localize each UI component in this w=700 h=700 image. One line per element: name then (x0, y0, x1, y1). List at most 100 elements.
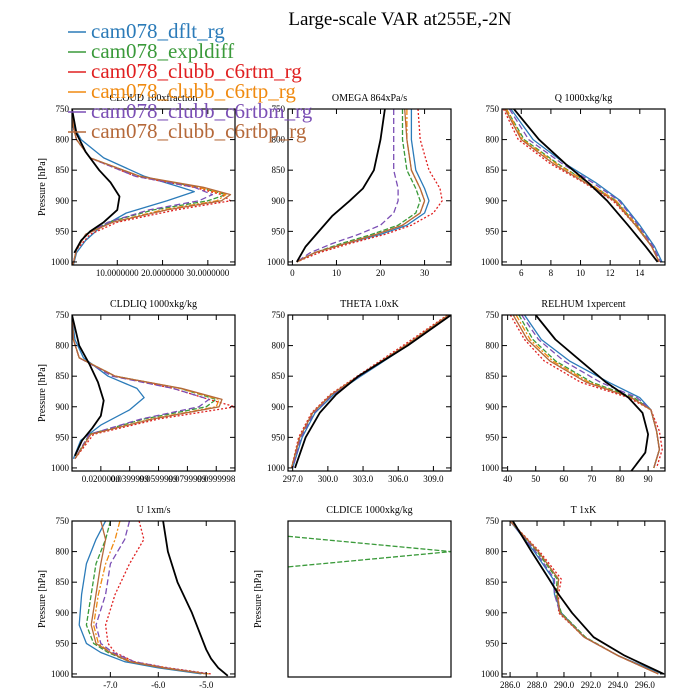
series-line-cam078-dflt-rg (72, 315, 145, 460)
legend-item-cam078-dflt-rg: cam078_dflt_rg (68, 19, 225, 43)
series-line-cam078-clubb-c6rtm-rg (72, 315, 235, 460)
y-tick-label: 950 (272, 432, 286, 442)
series-group (288, 535, 451, 568)
series-line-cam078-clubb-c6rtbp-rg (72, 315, 223, 460)
plot-frame (287, 314, 452, 472)
panel-title: RELHUM 1xpercent (541, 299, 625, 310)
y-axis-label: Pressure [hPa] (253, 570, 264, 628)
y-tick-label: 850 (272, 165, 286, 175)
x-tick-label: 0.0999998 (197, 474, 236, 484)
x-tick-label: 10 (576, 268, 586, 278)
y-tick-label: 850 (486, 371, 500, 381)
series-group (72, 315, 235, 460)
x-tick-label: 288.0 (527, 680, 548, 690)
series-line-cam078-expldiff (518, 315, 661, 469)
panel-cldliq-1000xkg-kg: CLDLIQ 1000xkg/kg 750 800 850 900 950 1000 0.02… (37, 299, 236, 484)
series-line-reference (534, 315, 649, 471)
y-tick-label: 950 (272, 226, 286, 236)
y-tick-label: 950 (56, 432, 70, 442)
series-line-cam078-clubb-c6rtm-rg (509, 521, 659, 675)
y-tick-label: 850 (272, 371, 286, 381)
y-tick-label: 1000 (267, 463, 286, 473)
series-group (509, 315, 663, 471)
y-tick-label: 1000 (51, 257, 70, 267)
series-line-cam078-dflt-rg (510, 109, 663, 263)
series-line-cam078-clubb-c6rtbm-rg (509, 521, 659, 675)
panel-title: CLOUD 100xfraction (109, 93, 197, 104)
legend-item-cam078-clubb-c6rtbp-rg: cam078_clubb_c6rtbp_rg (68, 119, 307, 143)
plot-frame (287, 520, 452, 678)
panel-title: T 1xK (571, 505, 597, 516)
x-tick-label: -7.0 (103, 680, 118, 690)
x-tick-label: 0 (290, 268, 295, 278)
series-line-reference (512, 521, 665, 675)
x-tick-label: 309.0 (423, 474, 444, 484)
legend-item-cam078-expldiff: cam078_expldiff (68, 39, 234, 63)
plot-frame (71, 314, 236, 472)
figure-title: Large-scale VAR at255E,-2N (288, 9, 511, 30)
series-group (290, 315, 451, 469)
y-tick-label: 800 (56, 341, 70, 351)
x-tick-label: 30 (420, 268, 430, 278)
y-tick-label: 900 (56, 402, 70, 412)
series-line-cam078-dflt-rg (78, 521, 202, 675)
legend-item-cam078-clubb-c6rtp-rg: cam078_clubb_c6rtp_rg (68, 79, 296, 103)
x-tick-label: 0.0599999 (139, 474, 178, 484)
series-line-cam078-clubb-c6rtp-rg (72, 315, 220, 460)
series-line-reference (162, 521, 229, 677)
series-group (78, 521, 229, 677)
panel-title: CLDLIQ 1000xkg/kg (110, 299, 197, 310)
series-line-cam078-clubb-c6rtbp-rg (90, 521, 207, 675)
legend: cam078_dflt_rgcam078_expldiffcam078_club… (68, 19, 313, 143)
x-tick-label: 0.0399999 (111, 474, 150, 484)
plot-frame (501, 520, 666, 678)
series-line-cam078-clubb-c6rtp-rg (290, 315, 450, 469)
y-tick-label: 1000 (51, 463, 70, 473)
x-tick-label: 6 (519, 268, 524, 278)
y-tick-label: 750 (272, 104, 286, 114)
x-tick-label: -6.0 (151, 680, 166, 690)
series-line-cam078-clubb-c6rtbm-rg (521, 315, 661, 469)
series-line-cam078-clubb-c6rtbp-rg (512, 315, 661, 469)
x-tick-label: -5.0 (199, 680, 214, 690)
series-line-cam078-dflt-rg (292, 315, 451, 469)
y-tick-label: 1000 (481, 257, 500, 267)
y-tick-label: 800 (56, 547, 70, 557)
legend-item-cam078-clubb-c6rtm-rg: cam078_clubb_c6rtm_rg (68, 59, 302, 83)
x-tick-label: 40 (503, 474, 513, 484)
y-tick-label: 900 (56, 608, 70, 618)
series-line-cam078-clubb-c6rtm-rg (509, 315, 663, 469)
y-tick-label: 850 (56, 577, 70, 587)
series-line-cam078-expldiff (290, 315, 450, 469)
y-tick-label: 800 (272, 135, 286, 145)
series-line-cam078-clubb-c6rtp-rg (92, 521, 209, 675)
series-line-cam078-clubb-c6rtbp-rg (290, 315, 450, 469)
y-tick-label: 1000 (267, 257, 286, 267)
series-line-cam078-clubb-c6rtbm-rg (72, 315, 210, 460)
series-group (509, 521, 665, 675)
x-tick-label: 294.0 (608, 680, 629, 690)
series-line-reference (72, 109, 121, 254)
y-axis-label: Pressure [hPa] (37, 570, 48, 628)
x-tick-label: 300.0 (318, 474, 339, 484)
series-line-cam078-dflt-rg (523, 315, 661, 469)
x-tick-label: 286.0 (500, 680, 521, 690)
x-tick-label: 50 (531, 474, 541, 484)
y-tick-label: 950 (486, 432, 500, 442)
y-tick-label: 850 (486, 165, 500, 175)
legend-label: cam078_clubb_c6rtbm_rg (91, 99, 313, 123)
x-tick-label: 297.0 (283, 474, 304, 484)
legend-item-cam078-clubb-c6rtbm-rg: cam078_clubb_c6rtbm_rg (68, 99, 313, 123)
series-line-cam078-clubb-c6rtm-rg (104, 521, 212, 675)
series-line-cam078-clubb-c6rtp-rg (72, 109, 227, 265)
y-tick-label: 850 (486, 577, 500, 587)
y-tick-label: 800 (486, 547, 500, 557)
y-tick-label: 750 (486, 516, 500, 526)
x-tick-label: 0.0799999 (168, 474, 207, 484)
x-tick-label: 306.0 (388, 474, 409, 484)
series-line-cam078-expldiff (509, 521, 659, 675)
